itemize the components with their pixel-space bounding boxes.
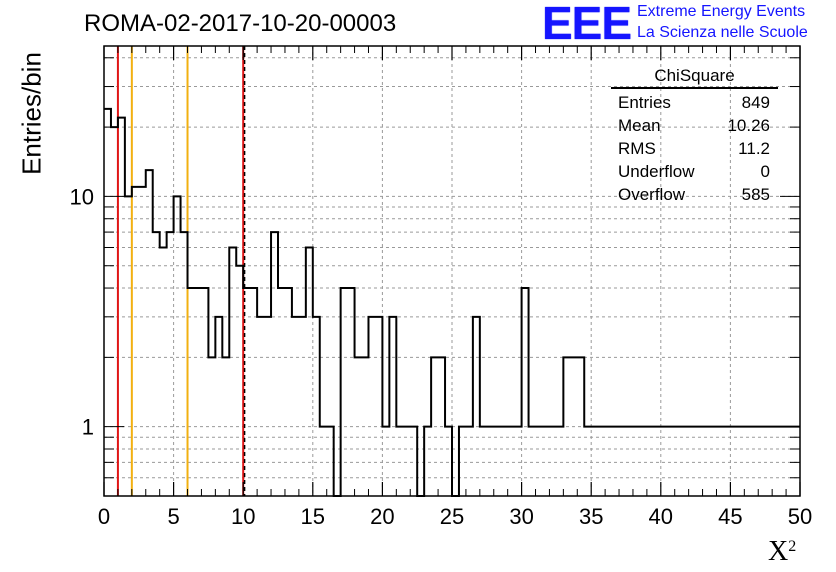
stats-row-rms: RMS 11.2 <box>611 137 778 160</box>
axis-ticks <box>103 46 801 497</box>
x-tick-label: 20 <box>370 504 394 529</box>
y-tick-label: 10 <box>70 184 94 209</box>
x-tick-label: 25 <box>440 504 464 529</box>
x-tick-label: 35 <box>579 504 603 529</box>
x-tick-label: 10 <box>231 504 255 529</box>
x-tick-label: 50 <box>788 504 812 529</box>
x-tick-label: 5 <box>167 504 179 529</box>
stats-label: Entries <box>618 93 671 112</box>
stats-row-mean: Mean 10.26 <box>611 114 778 137</box>
x-axis-label-base: X <box>768 536 789 567</box>
run-title: ROMA-02-2017-10-20-00003 <box>84 10 397 37</box>
stats-label: Mean <box>618 116 661 135</box>
histogram-outline <box>104 107 800 497</box>
stats-value: 0 <box>760 162 770 181</box>
x-tick-label: 30 <box>509 504 533 529</box>
stats-label: Underflow <box>618 162 695 181</box>
logo-subtitle-line1: Extreme Energy Events <box>637 3 806 20</box>
stats-value: 10.26 <box>727 116 770 135</box>
stats-value: 585 <box>741 185 770 204</box>
stats-label: RMS <box>618 139 656 158</box>
eee-logo: EEE <box>542 0 632 49</box>
stats-label: Overflow <box>618 185 686 204</box>
stats-row-underflow: Underflow 0 <box>611 160 778 183</box>
stats-row-entries: Entries 849 <box>611 91 778 114</box>
y-tick-label: 1 <box>82 415 94 440</box>
stats-value: 849 <box>741 93 770 112</box>
stats-row-overflow: Overflow 585 <box>611 183 778 206</box>
stats-title: ChiSquare <box>611 66 778 89</box>
x-tick-label: 0 <box>98 504 110 529</box>
stats-value: 11.2 <box>738 139 770 158</box>
logo-subtitle-line2: La Scienza nelle Scuole <box>637 24 808 41</box>
x-tick-label: 40 <box>649 504 673 529</box>
plot-frame <box>103 45 801 497</box>
x-axis-label-superscript: 2 <box>788 538 797 555</box>
tick-labels: 0 5 10 15 20 25 30 35 40 45 50 1 10 <box>70 184 813 529</box>
x-axis-label: X2 <box>768 536 796 568</box>
x-tick-label: 45 <box>718 504 742 529</box>
stats-box: ChiSquare Entries 849 Mean 10.26 RMS 11.2 U… <box>611 66 778 206</box>
x-tick-label: 15 <box>301 504 325 529</box>
y-axis-label: Entries/bin <box>16 52 47 175</box>
